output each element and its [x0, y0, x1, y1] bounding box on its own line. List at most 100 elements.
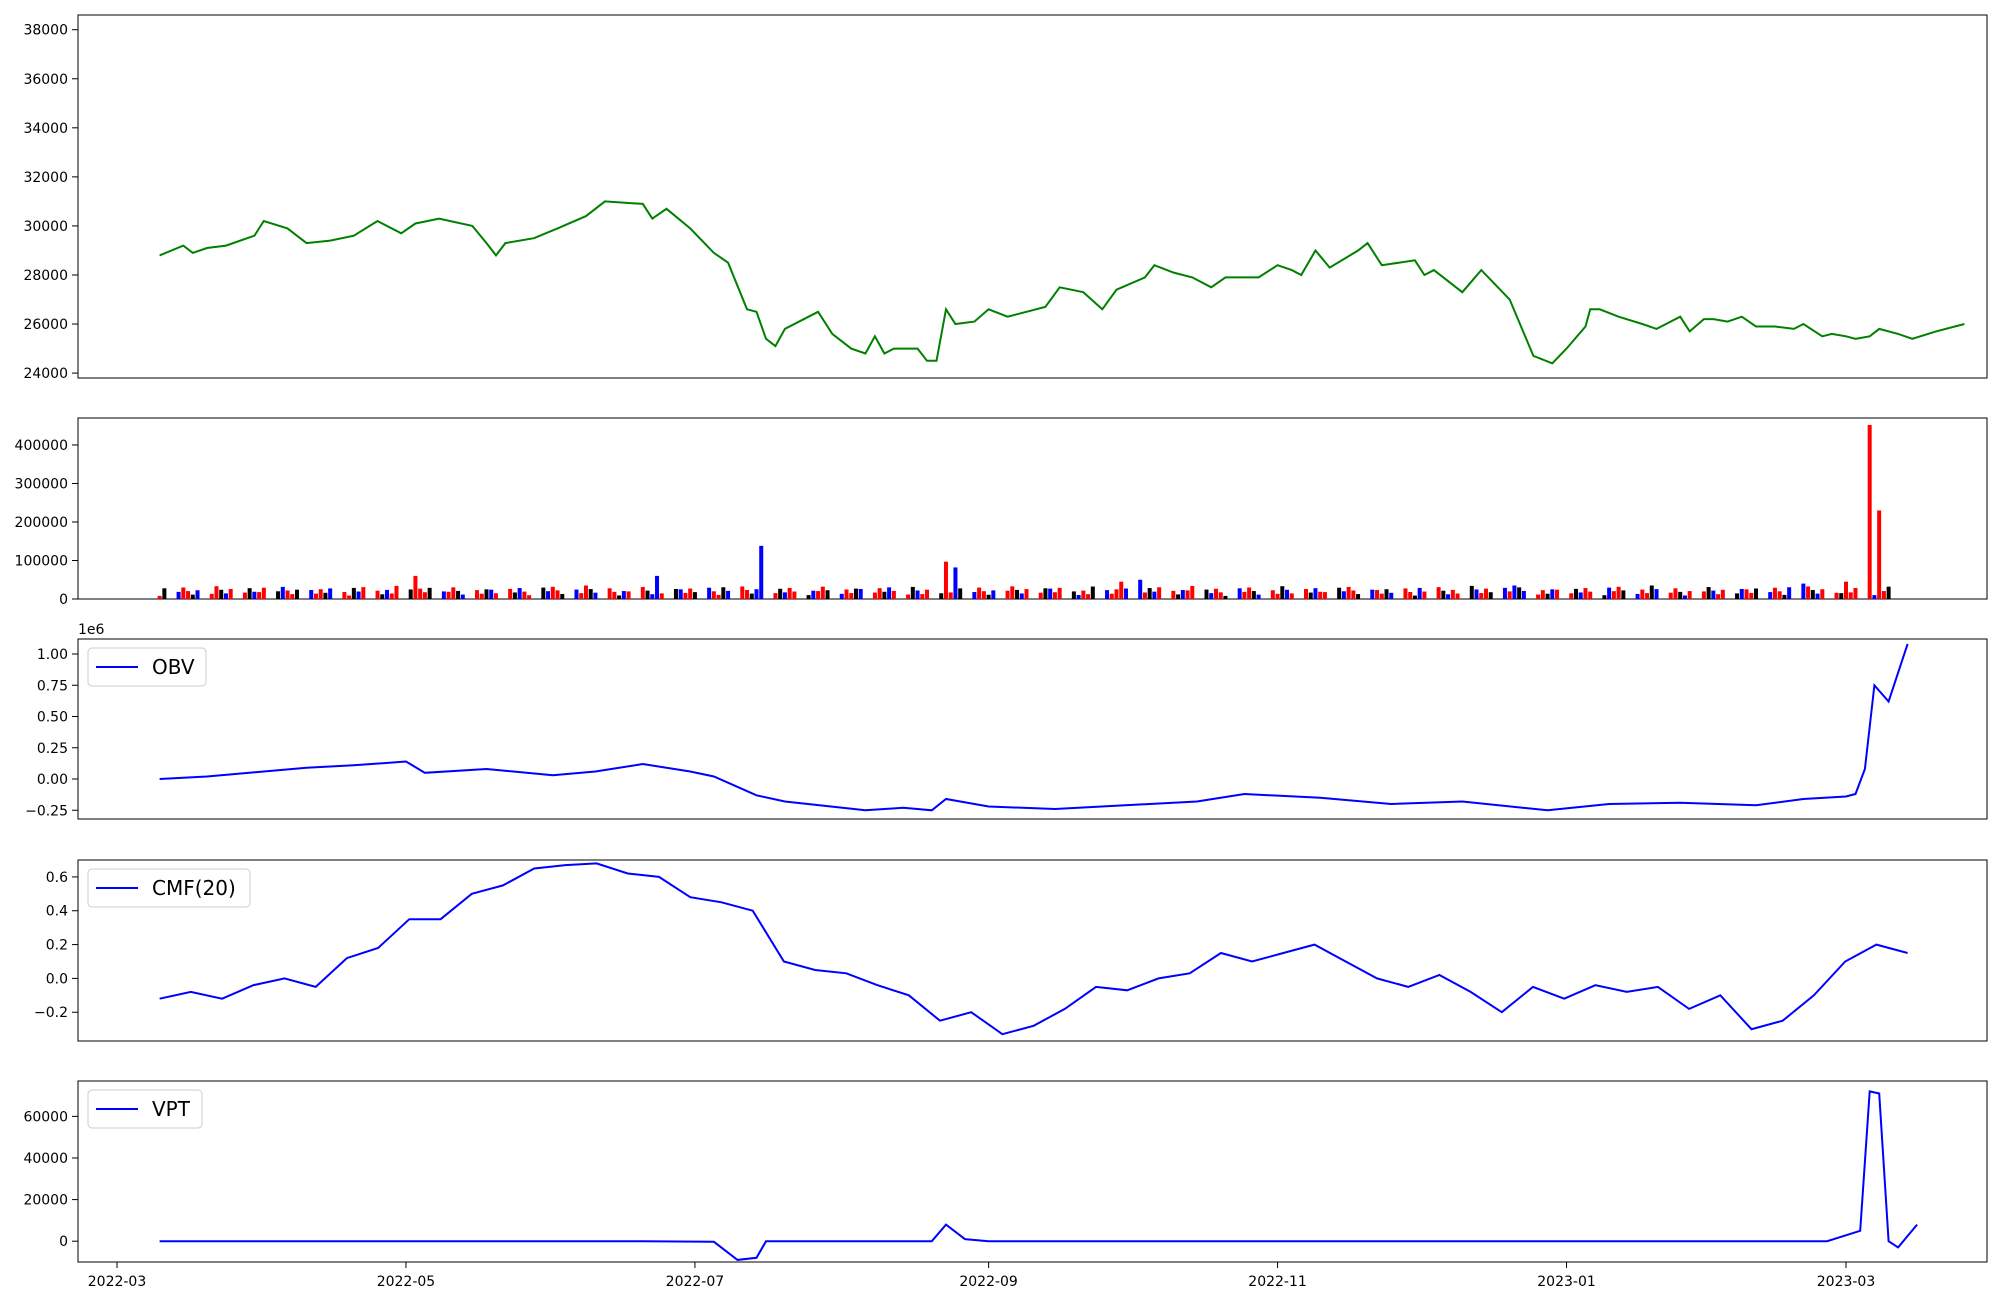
volume-bar	[1417, 587, 1422, 599]
volume-bar	[1213, 588, 1218, 599]
volume-bar	[953, 567, 958, 599]
volume-bar	[910, 586, 915, 599]
volume-bar	[309, 590, 314, 599]
obv-legend-label: OBV	[152, 655, 195, 679]
volume-bar	[493, 593, 498, 599]
volume-bar	[1782, 594, 1787, 599]
volume-bar	[1313, 588, 1318, 599]
volume-bar	[1749, 592, 1754, 599]
volume-bar	[522, 591, 527, 599]
volume-bar	[1673, 588, 1678, 599]
volume-bar	[1772, 587, 1777, 599]
volume-bar	[413, 575, 418, 599]
volume-bar	[1048, 588, 1053, 599]
volume-bar	[181, 587, 186, 599]
volume-bar	[877, 588, 882, 599]
volume-bar	[920, 594, 925, 599]
vpt-line	[159, 1090, 1918, 1261]
vpt-ytick-label: 20000	[23, 1193, 68, 1209]
volume-bar	[512, 592, 517, 599]
volume-bar	[839, 593, 844, 599]
volume-bar	[1071, 591, 1076, 599]
volume-bar	[527, 595, 532, 599]
volume-bar	[958, 588, 963, 599]
volume-bar	[1810, 590, 1815, 599]
volume-bar	[261, 587, 266, 599]
volume-bar	[986, 594, 991, 599]
volume-bar	[787, 587, 792, 599]
volume-bar	[1844, 581, 1848, 599]
volume-bar	[295, 589, 300, 599]
volume-bar	[1176, 594, 1181, 599]
volume-bar	[1616, 586, 1621, 599]
volume-bar	[915, 590, 920, 599]
volume-bar	[1251, 591, 1256, 599]
volume-bar	[1545, 593, 1550, 599]
volume-bar	[1237, 588, 1242, 599]
volume-bar	[593, 592, 598, 599]
volume-bar	[773, 593, 778, 599]
volume-bar	[451, 587, 456, 599]
volume-bar	[1483, 588, 1488, 599]
volume-bar	[162, 588, 167, 599]
volume-bar	[422, 592, 427, 599]
price-ytick-label: 26000	[23, 317, 68, 333]
volume-bar	[1403, 588, 1408, 599]
volume-bar	[1337, 587, 1342, 599]
volume-bar	[887, 587, 892, 599]
obv-ytick-label: 0.00	[37, 772, 68, 788]
volume-bar	[1209, 593, 1214, 599]
volume-bar	[1886, 586, 1891, 599]
volume-bar	[1720, 589, 1725, 599]
volume-bar	[1123, 588, 1128, 599]
cmf-ytick-label: 0.0	[46, 971, 68, 987]
volume-bar	[621, 591, 626, 599]
volume-bar	[1569, 593, 1574, 599]
volume-bar	[607, 588, 612, 599]
volume-bar	[484, 589, 489, 599]
volume-ytick-label: 300000	[15, 476, 68, 492]
volume-bar	[816, 591, 821, 599]
volume-bar	[190, 594, 195, 599]
volume-bar	[1682, 595, 1687, 599]
volume-bar	[759, 545, 764, 599]
x-tick-label: 2022-05	[377, 1274, 436, 1290]
volume-bar	[441, 591, 446, 599]
volume-bar	[285, 590, 290, 599]
volume-bar	[882, 591, 887, 599]
volume-bar	[223, 593, 228, 599]
volume-bar	[1346, 586, 1351, 599]
volume-bar	[711, 591, 716, 599]
volume-bar	[1114, 589, 1119, 599]
volume-bar	[1848, 592, 1853, 599]
volume-bar	[1711, 590, 1716, 599]
volume-bar	[981, 591, 986, 599]
volume-bar	[1479, 593, 1484, 599]
volume-bar	[1607, 587, 1612, 599]
price-ytick-label: 34000	[23, 121, 68, 137]
volume-bar	[157, 595, 162, 599]
volume-bar	[1668, 592, 1673, 599]
volume-bar	[1038, 592, 1043, 599]
volume-bar	[1185, 590, 1190, 599]
volume-bar	[1450, 589, 1455, 599]
volume-bar	[1242, 591, 1247, 599]
volume-bar	[560, 593, 565, 599]
volume-bar	[1384, 589, 1389, 599]
volume-bar	[754, 589, 759, 599]
volume-bar	[1588, 591, 1593, 599]
volume-bar	[176, 591, 181, 599]
volume-bar	[385, 589, 390, 599]
obv-ytick-label: 0.25	[37, 741, 68, 757]
volume-bar	[853, 588, 858, 599]
volume-bar	[849, 593, 854, 599]
volume-bar	[228, 588, 233, 599]
volume-bar	[508, 588, 513, 599]
volume-bar	[328, 588, 333, 599]
volume-bar	[1171, 590, 1176, 599]
volume-bar	[1550, 589, 1555, 599]
volume-bar	[1256, 594, 1261, 599]
x-tick-label: 2022-09	[959, 1274, 1018, 1290]
volume-bar	[257, 592, 262, 599]
volume-bar	[1422, 591, 1427, 599]
